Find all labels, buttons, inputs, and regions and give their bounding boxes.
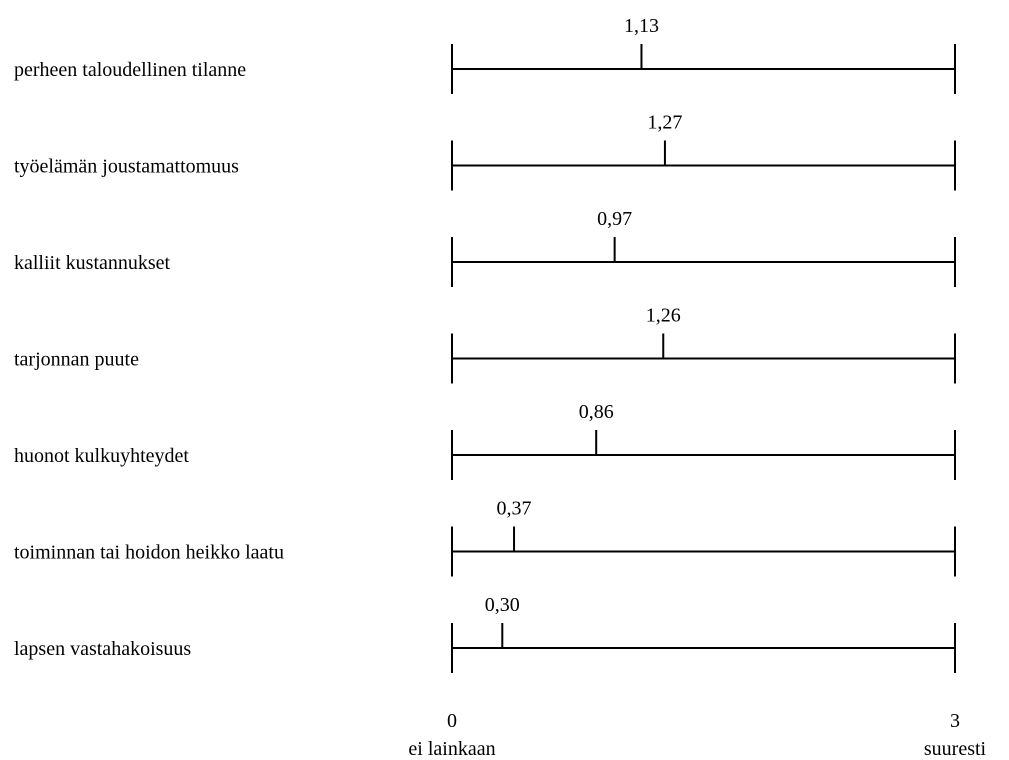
axis-min-caption: ei lainkaan xyxy=(408,738,495,760)
row-category-label: huonot kulkuyhteydet xyxy=(14,445,189,467)
axis-min-label: 0 xyxy=(447,710,457,732)
value-label: 0,30 xyxy=(485,594,520,616)
value-label: 0,86 xyxy=(579,401,614,423)
scale-row: kalliit kustannukset 0,97 xyxy=(14,208,956,287)
scale-row: huonot kulkuyhteydet 0,86 xyxy=(14,401,956,480)
row-category-label: kalliit kustannukset xyxy=(14,252,171,274)
scale-row: toiminnan tai hoidon heikko laatu 0,37 xyxy=(14,498,956,577)
scale-row: perheen taloudellinen tilanne 1,13 xyxy=(14,15,956,94)
row-category-label: työelämän joustamattomuus xyxy=(14,156,239,178)
axis-max-label: 3 xyxy=(950,710,960,732)
scale-row: tarjonnan puute 1,26 xyxy=(14,305,956,384)
chart-rows: perheen taloudellinen tilanne 1,13 työeläm… xyxy=(14,15,956,673)
value-label: 1,27 xyxy=(647,112,682,134)
axis-max-caption: suuresti xyxy=(924,738,987,760)
row-category-label: perheen taloudellinen tilanne xyxy=(14,59,246,81)
value-label: 0,97 xyxy=(597,208,632,230)
value-label: 1,13 xyxy=(624,15,659,37)
scale-row: lapsen vastahakoisuus 0,30 xyxy=(14,594,956,673)
scale-row: työelämän joustamattomuus 1,27 xyxy=(14,112,956,191)
value-label: 0,37 xyxy=(497,498,532,520)
row-category-label: tarjonnan puute xyxy=(14,349,139,371)
value-label: 1,26 xyxy=(646,305,681,327)
row-category-label: lapsen vastahakoisuus xyxy=(14,638,191,660)
row-category-label: toiminnan tai hoidon heikko laatu xyxy=(14,542,284,564)
